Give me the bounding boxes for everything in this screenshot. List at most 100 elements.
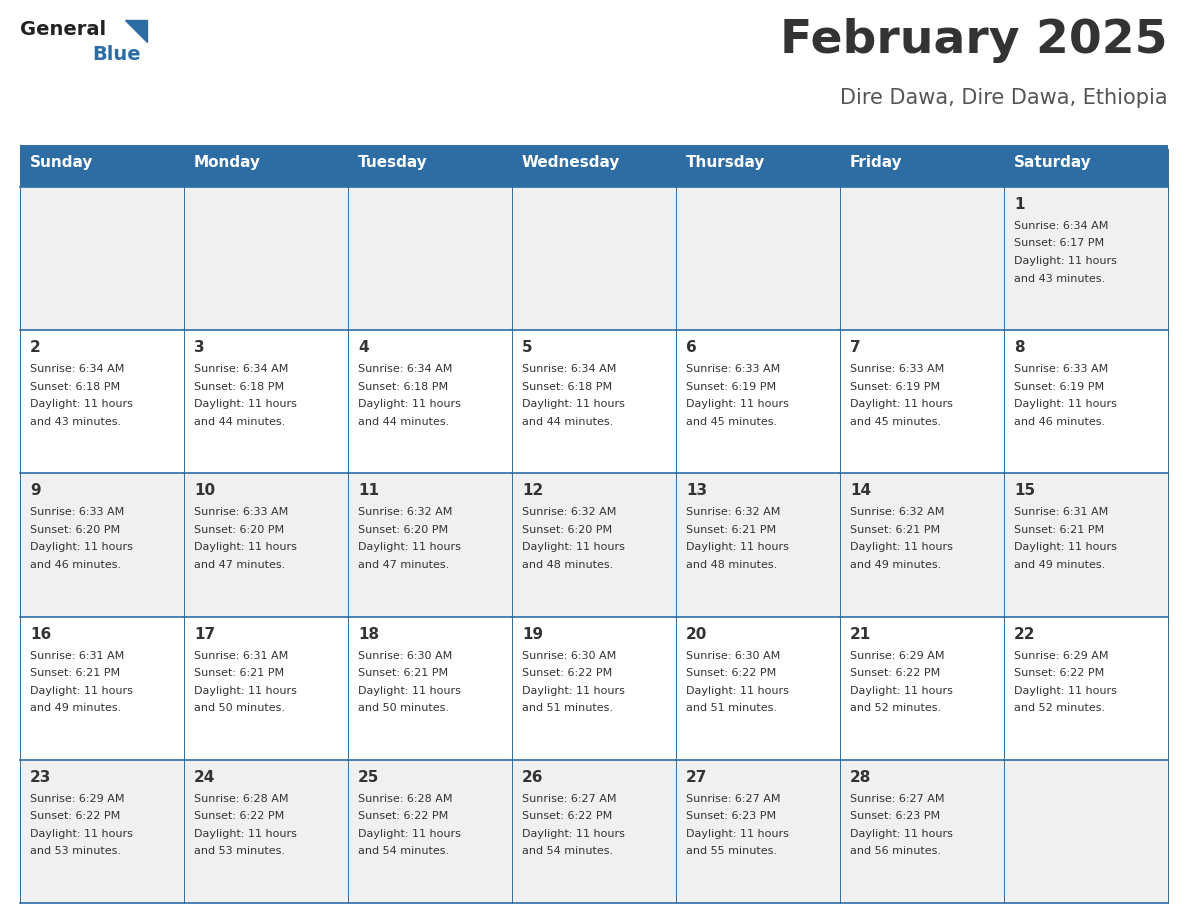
Text: Daylight: 11 hours: Daylight: 11 hours	[194, 543, 297, 553]
Text: Sunset: 6:21 PM: Sunset: 6:21 PM	[849, 525, 940, 535]
Text: and 48 minutes.: and 48 minutes.	[685, 560, 777, 570]
Text: and 49 minutes.: and 49 minutes.	[1015, 560, 1105, 570]
Bar	[512, 760, 676, 903]
Text: Daylight: 11 hours: Daylight: 11 hours	[1015, 543, 1117, 553]
Text: Tuesday: Tuesday	[358, 155, 428, 170]
Bar	[184, 617, 348, 760]
Text: Daylight: 11 hours: Daylight: 11 hours	[358, 829, 461, 839]
Text: Daylight: 11 hours: Daylight: 11 hours	[685, 543, 789, 553]
Text: Sunset: 6:22 PM: Sunset: 6:22 PM	[685, 668, 776, 678]
Text: and 51 minutes.: and 51 minutes.	[685, 703, 777, 713]
Text: Daylight: 11 hours: Daylight: 11 hours	[30, 829, 133, 839]
Text: and 46 minutes.: and 46 minutes.	[1015, 417, 1105, 427]
Text: and 51 minutes.: and 51 minutes.	[522, 703, 613, 713]
Text: Sunrise: 6:30 AM: Sunrise: 6:30 AM	[522, 651, 617, 661]
Text: Sunset: 6:22 PM: Sunset: 6:22 PM	[522, 668, 612, 678]
Text: Daylight: 11 hours: Daylight: 11 hours	[522, 399, 625, 409]
Text: and 45 minutes.: and 45 minutes.	[685, 417, 777, 427]
Text: Sunset: 6:22 PM: Sunset: 6:22 PM	[522, 812, 612, 822]
Text: and 47 minutes.: and 47 minutes.	[358, 560, 449, 570]
Text: Sunset: 6:20 PM: Sunset: 6:20 PM	[30, 525, 120, 535]
Text: and 52 minutes.: and 52 minutes.	[849, 703, 941, 713]
Text: Sunset: 6:19 PM: Sunset: 6:19 PM	[1015, 382, 1104, 392]
Bar	[348, 187, 512, 330]
Text: and 46 minutes.: and 46 minutes.	[30, 560, 121, 570]
Text: Sunrise: 6:33 AM: Sunrise: 6:33 AM	[194, 508, 289, 518]
Text: Daylight: 11 hours: Daylight: 11 hours	[685, 686, 789, 696]
Text: Sunrise: 6:33 AM: Sunrise: 6:33 AM	[849, 364, 944, 375]
Bar	[184, 330, 348, 474]
Text: and 47 minutes.: and 47 minutes.	[194, 560, 285, 570]
Text: and 55 minutes.: and 55 minutes.	[685, 846, 777, 856]
Bar	[676, 330, 840, 474]
Text: Sunrise: 6:28 AM: Sunrise: 6:28 AM	[194, 794, 289, 804]
Text: 22: 22	[1015, 627, 1036, 642]
Text: 9: 9	[30, 484, 40, 498]
Text: 26: 26	[522, 770, 543, 785]
Text: and 44 minutes.: and 44 minutes.	[194, 417, 285, 427]
Text: Monday: Monday	[194, 155, 261, 170]
Text: Daylight: 11 hours: Daylight: 11 hours	[194, 829, 297, 839]
Text: Sunrise: 6:33 AM: Sunrise: 6:33 AM	[685, 364, 781, 375]
Text: Sunrise: 6:30 AM: Sunrise: 6:30 AM	[358, 651, 453, 661]
Text: and 50 minutes.: and 50 minutes.	[358, 703, 449, 713]
Text: General: General	[20, 20, 106, 39]
Bar	[676, 617, 840, 760]
Bar	[184, 760, 348, 903]
Text: 17: 17	[194, 627, 215, 642]
Bar	[20, 760, 184, 903]
Text: Daylight: 11 hours: Daylight: 11 hours	[1015, 686, 1117, 696]
Text: Sunset: 6:23 PM: Sunset: 6:23 PM	[685, 812, 776, 822]
Text: 27: 27	[685, 770, 707, 785]
Text: Dire Dawa, Dire Dawa, Ethiopia: Dire Dawa, Dire Dawa, Ethiopia	[840, 88, 1168, 108]
Text: Daylight: 11 hours: Daylight: 11 hours	[685, 399, 789, 409]
Text: Sunset: 6:18 PM: Sunset: 6:18 PM	[522, 382, 612, 392]
Text: Sunset: 6:18 PM: Sunset: 6:18 PM	[358, 382, 448, 392]
Text: Daylight: 11 hours: Daylight: 11 hours	[1015, 256, 1117, 266]
Text: Thursday: Thursday	[685, 155, 765, 170]
Text: and 53 minutes.: and 53 minutes.	[194, 846, 285, 856]
Bar	[20, 187, 184, 330]
Text: 14: 14	[849, 484, 871, 498]
Text: 15: 15	[1015, 484, 1035, 498]
Text: and 52 minutes.: and 52 minutes.	[1015, 703, 1105, 713]
Text: Daylight: 11 hours: Daylight: 11 hours	[849, 543, 953, 553]
Text: and 54 minutes.: and 54 minutes.	[358, 846, 449, 856]
Text: Daylight: 11 hours: Daylight: 11 hours	[30, 543, 133, 553]
Text: Daylight: 11 hours: Daylight: 11 hours	[849, 829, 953, 839]
Bar	[20, 149, 1168, 187]
Bar	[184, 187, 348, 330]
Text: Sunset: 6:17 PM: Sunset: 6:17 PM	[1015, 239, 1104, 249]
Text: Sunrise: 6:34 AM: Sunrise: 6:34 AM	[1015, 221, 1108, 231]
Bar	[676, 760, 840, 903]
Text: Sunset: 6:19 PM: Sunset: 6:19 PM	[685, 382, 776, 392]
Text: Sunrise: 6:29 AM: Sunrise: 6:29 AM	[30, 794, 125, 804]
Text: Daylight: 11 hours: Daylight: 11 hours	[522, 543, 625, 553]
Bar	[512, 330, 676, 474]
Text: Sunset: 6:20 PM: Sunset: 6:20 PM	[358, 525, 448, 535]
Text: Daylight: 11 hours: Daylight: 11 hours	[194, 399, 297, 409]
Text: Sunrise: 6:31 AM: Sunrise: 6:31 AM	[30, 651, 125, 661]
Text: Friday: Friday	[849, 155, 903, 170]
Text: Sunset: 6:21 PM: Sunset: 6:21 PM	[30, 668, 120, 678]
Text: Sunrise: 6:32 AM: Sunrise: 6:32 AM	[849, 508, 944, 518]
Text: Sunset: 6:20 PM: Sunset: 6:20 PM	[522, 525, 612, 535]
Text: Sunrise: 6:29 AM: Sunrise: 6:29 AM	[849, 651, 944, 661]
Bar	[348, 617, 512, 760]
Text: Sunrise: 6:31 AM: Sunrise: 6:31 AM	[194, 651, 289, 661]
Text: Sunday: Sunday	[30, 155, 94, 170]
Text: Sunset: 6:21 PM: Sunset: 6:21 PM	[1015, 525, 1104, 535]
Bar	[676, 474, 840, 617]
Text: Wednesday: Wednesday	[522, 155, 620, 170]
Text: Sunrise: 6:33 AM: Sunrise: 6:33 AM	[1015, 364, 1108, 375]
Bar	[840, 617, 1004, 760]
Bar	[20, 145, 1168, 149]
Text: Sunset: 6:23 PM: Sunset: 6:23 PM	[849, 812, 940, 822]
Text: 8: 8	[1015, 341, 1024, 355]
Text: Daylight: 11 hours: Daylight: 11 hours	[685, 829, 789, 839]
Text: 28: 28	[849, 770, 871, 785]
Text: February 2025: February 2025	[781, 18, 1168, 63]
Text: 10: 10	[194, 484, 215, 498]
Text: 2: 2	[30, 341, 40, 355]
Bar	[1004, 187, 1168, 330]
